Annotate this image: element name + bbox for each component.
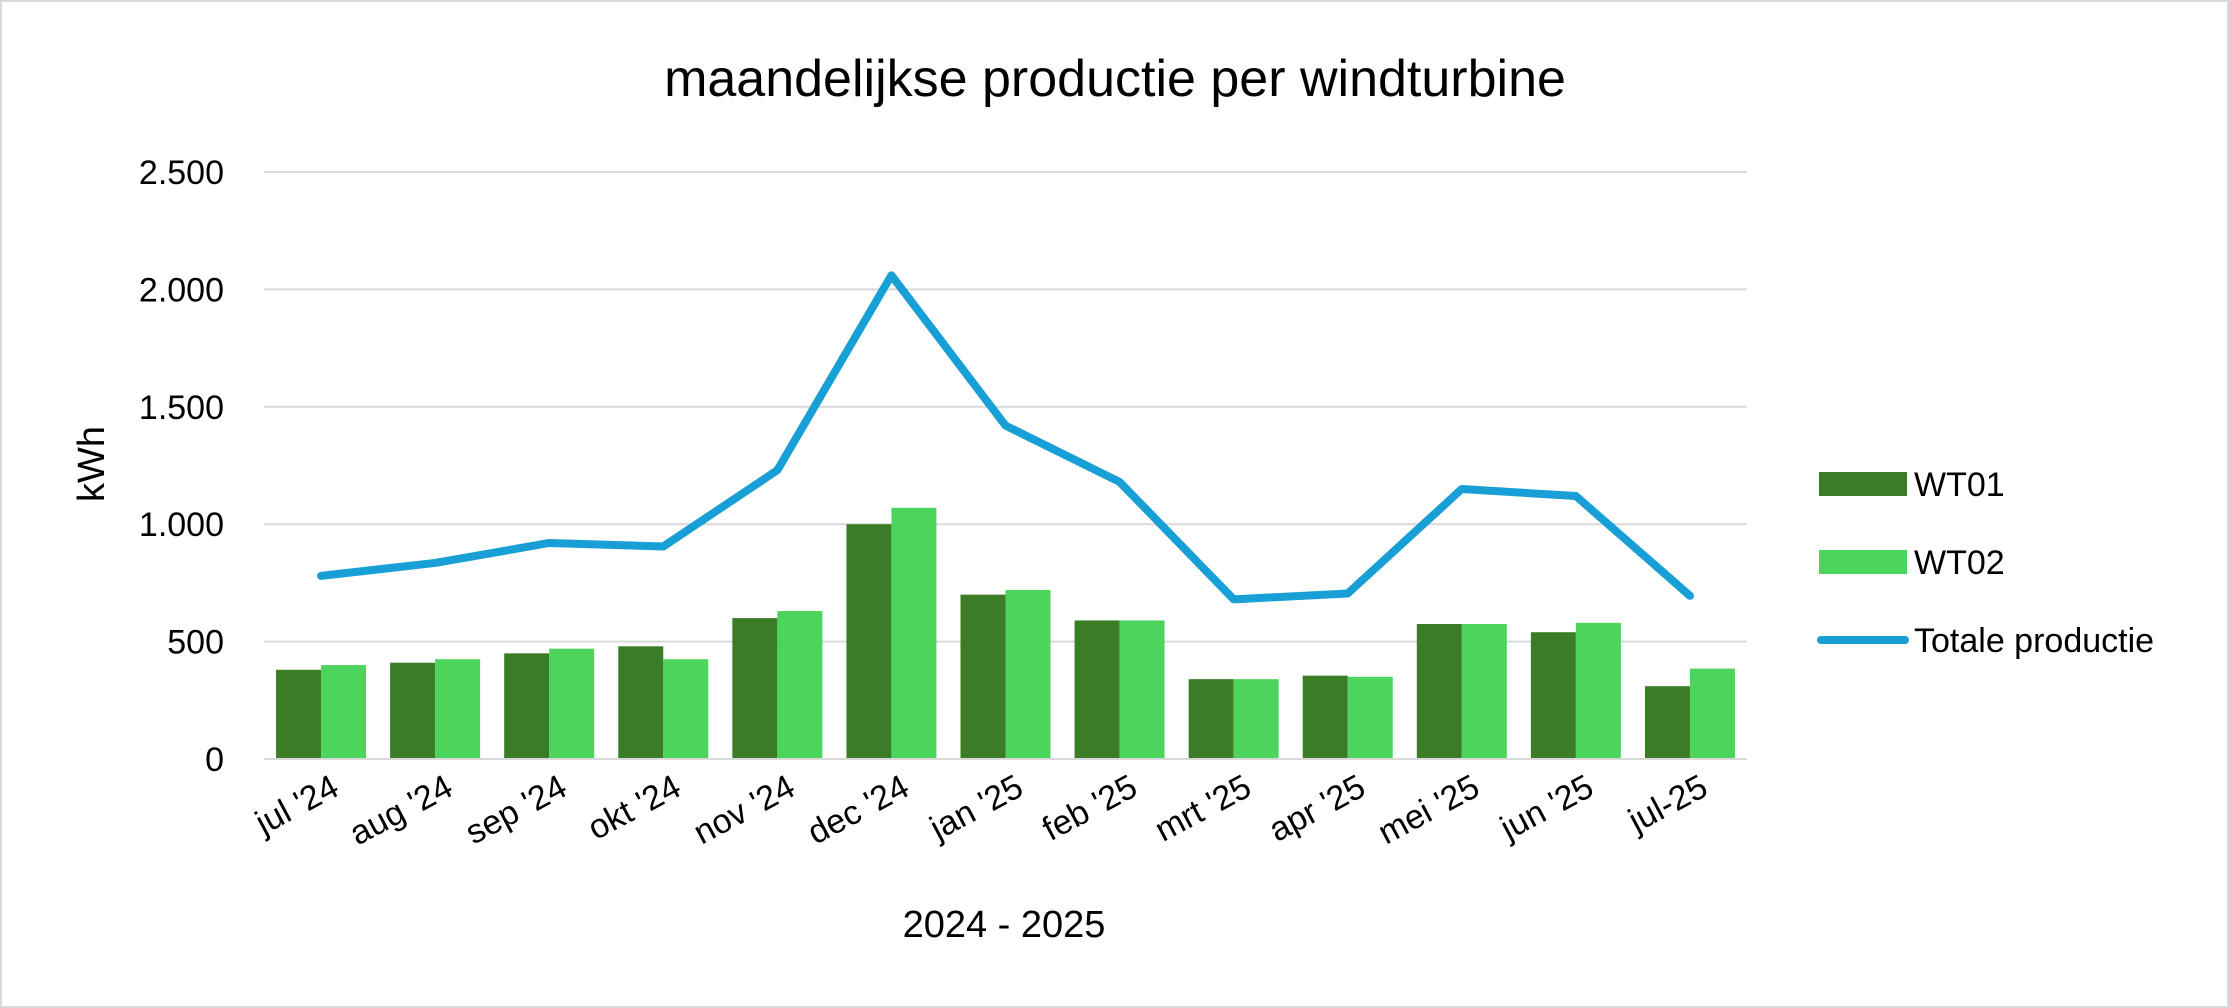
bar-wt01 xyxy=(618,646,664,759)
line-totale-productie xyxy=(317,271,1694,604)
y-tick-label: 500 xyxy=(167,624,224,662)
bar-wt01 xyxy=(1074,620,1120,759)
bar-wt02 xyxy=(321,665,367,759)
bar-wt01 xyxy=(1302,675,1348,759)
legend-swatch-wt01 xyxy=(1819,472,1907,496)
x-tick-label: jul '24 xyxy=(249,768,345,843)
bar-wt02 xyxy=(435,659,481,759)
bar-wt01 xyxy=(1188,679,1234,759)
bar-wt02 xyxy=(777,611,823,759)
x-tick-label: jul-25 xyxy=(1622,768,1714,841)
bar-wt01 xyxy=(1530,632,1576,759)
bar-wt01 xyxy=(1416,623,1462,759)
bar-wt02 xyxy=(1119,620,1165,759)
chart-title: maandelijkse productie per windturbine xyxy=(664,50,1566,108)
x-axis-title: 2024 - 2025 xyxy=(903,904,1106,946)
bar-wt02 xyxy=(1347,676,1393,759)
bar-wt01 xyxy=(504,653,550,759)
x-tick-label: aug '24 xyxy=(343,768,458,853)
bar-wt01 xyxy=(960,594,1006,759)
y-axis-ticks: 0 500 1.000 1.500 2.000 2.500 xyxy=(139,154,224,779)
y-tick-label: 2.000 xyxy=(139,271,224,309)
y-tick-label: 0 xyxy=(205,741,224,779)
bar-wt01 xyxy=(1644,686,1690,759)
bar-wt02 xyxy=(1461,623,1507,759)
x-tick-label: dec '24 xyxy=(801,768,915,853)
bars xyxy=(276,507,1735,759)
gridlines xyxy=(264,171,1747,643)
y-tick-label: 1.500 xyxy=(139,389,224,427)
x-tick-label: nov '24 xyxy=(687,768,801,853)
x-tick-label: jan '25 xyxy=(923,768,1029,849)
x-tick-label: mrt '25 xyxy=(1149,768,1258,850)
y-axis-title: kWh xyxy=(71,426,113,502)
bar-wt01 xyxy=(390,662,436,759)
x-tick-label: mei '25 xyxy=(1372,768,1486,853)
legend-swatch-wt02 xyxy=(1819,550,1907,574)
total-line xyxy=(317,271,1694,604)
bar-wt02 xyxy=(663,659,709,759)
legend-label: Totale productie xyxy=(1914,622,2154,660)
bar-wt01 xyxy=(276,669,322,759)
legend-label: WT01 xyxy=(1914,466,2005,504)
bar-wt02 xyxy=(1575,622,1621,759)
bar-wt02 xyxy=(1233,679,1279,759)
y-tick-label: 2.500 xyxy=(139,154,224,192)
bar-wt02 xyxy=(891,507,937,759)
x-tick-label: sep '24 xyxy=(459,768,573,853)
bar-wt01 xyxy=(846,524,892,759)
bar-wt02 xyxy=(1005,589,1051,759)
legend: WT01 WT02 Totale productie xyxy=(1817,466,2154,660)
bar-wt02 xyxy=(1689,668,1735,759)
bar-wt02 xyxy=(549,648,595,759)
legend-label: WT02 xyxy=(1914,544,2005,582)
y-tick-label: 1.000 xyxy=(139,506,224,544)
x-tick-label: jun '25 xyxy=(1493,768,1599,849)
x-tick-label: apr '25 xyxy=(1263,768,1372,850)
x-tick-label: okt '24 xyxy=(582,768,687,848)
x-tick-label: feb '25 xyxy=(1036,768,1143,849)
bar-wt01 xyxy=(732,618,778,759)
